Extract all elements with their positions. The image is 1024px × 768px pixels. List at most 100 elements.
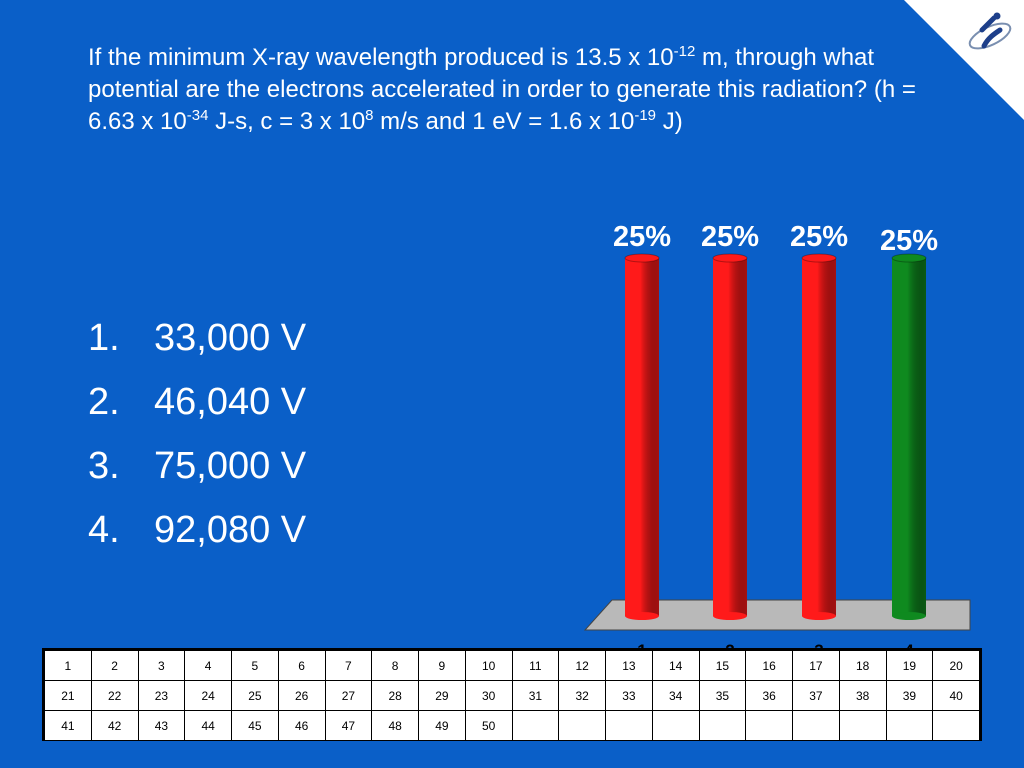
answer-number: 3. (88, 445, 120, 487)
keypad-cell (932, 710, 980, 741)
keypad-cell: 37 (792, 680, 840, 711)
keypad-cell: 16 (745, 650, 793, 681)
keypad-cell: 43 (137, 710, 186, 741)
keypad-cell: 6 (277, 650, 326, 681)
keypad-cell: 50 (464, 710, 513, 741)
keypad-cell: 40 (932, 680, 980, 711)
exponent: -12 (673, 43, 696, 60)
keypad-cell (745, 710, 793, 741)
keypad-cell: 33 (605, 680, 653, 711)
bar-base (892, 612, 926, 620)
exponent: 8 (365, 107, 374, 124)
bar-base (802, 612, 836, 620)
exponent: -34 (186, 107, 209, 124)
answer-list: 1. 33,000 V 2. 46,040 V 3. 75,000 V 4. 92,080 V (88, 306, 306, 562)
keypad-cell: 4 (184, 650, 232, 681)
keypad-cell (651, 710, 700, 741)
chart-floor (583, 599, 971, 631)
bar-3 (801, 253, 837, 620)
keypad-cell (558, 710, 606, 741)
keypad-cell: 18 (838, 650, 887, 681)
bar-1 (624, 253, 660, 620)
question-fragment: If the minimum X-ray wavelength produced… (88, 44, 674, 71)
keypad-cell: 9 (418, 650, 466, 681)
keypad-cell: 30 (464, 680, 513, 711)
keypad-cell: 32 (558, 680, 606, 711)
bar-base (713, 612, 747, 620)
keypad-row: 41 42 43 44 45 46 47 48 49 50 (44, 710, 980, 741)
question-fragment: m, through what potential are the electr… (88, 44, 916, 135)
question-fragment: J) (656, 108, 683, 135)
keypad-cell: 5 (231, 650, 279, 681)
data-label: 25% (790, 221, 848, 253)
keypad-cell: 49 (418, 710, 466, 741)
keypad-cell: 39 (885, 680, 934, 711)
keypad-cell: 23 (137, 680, 186, 711)
keypad-cell: 41 (44, 710, 92, 741)
answer-text: 46,040 V (154, 381, 307, 423)
answer-text: 92,080 V (154, 509, 307, 551)
bar-shade (802, 258, 836, 616)
keypad-row: 1 2 3 4 5 6 7 8 9 10 11 12 13 14 15 16 17 18 19 20 (44, 650, 980, 681)
question-fragment: J-s, c = 3 x 10 (208, 108, 366, 135)
keypad-cell: 21 (44, 680, 92, 711)
keypad-cell: 10 (464, 650, 513, 681)
keypad-cell: 31 (511, 680, 560, 711)
keypad-cell: 19 (885, 650, 934, 681)
keypad-cell: 44 (184, 710, 232, 741)
answer-option: 2. 46,040 V (88, 370, 306, 434)
keypad-grid: 1 2 3 4 5 6 7 8 9 10 11 12 13 14 15 16 17 18 19 20 21 22 23 24 2… (42, 648, 982, 741)
keypad-cell: 46 (277, 710, 326, 741)
keypad-cell: 8 (371, 650, 419, 681)
exponent: -19 (634, 107, 657, 124)
keypad-cell (792, 710, 840, 741)
keypad-cell: 20 (932, 650, 980, 681)
bar-shade (625, 258, 659, 616)
keypad-cell: 29 (418, 680, 466, 711)
answer-number: 1. (88, 317, 120, 359)
bar-2 (712, 253, 748, 620)
keypad-cell: 1 (44, 650, 92, 681)
turning-point-logo-icon (968, 12, 1012, 50)
keypad-cell: 3 (137, 650, 186, 681)
keypad-cell (511, 710, 560, 741)
answer-text: 75,000 V (154, 445, 307, 487)
bar-cap (712, 253, 748, 263)
data-label: 25% (613, 221, 671, 253)
data-label: 25% (880, 225, 938, 257)
keypad-row: 21 22 23 24 25 26 27 28 29 30 31 32 33 34 35 36 37 38 39 40 (44, 680, 980, 711)
keypad-cell: 22 (90, 680, 139, 711)
keypad-cell (885, 710, 934, 741)
answer-text: 33,000 V (154, 317, 307, 359)
answer-number: 4. (88, 509, 120, 551)
keypad-cell: 34 (651, 680, 700, 711)
question-fragment: m/s and 1 eV = 1.6 x 10 (373, 108, 635, 135)
keypad-cell: 42 (90, 710, 139, 741)
keypad-cell: 47 (324, 710, 373, 741)
bar-cap (891, 253, 927, 263)
data-label: 25% (701, 221, 759, 253)
keypad-cell: 12 (558, 650, 606, 681)
bar-4 (891, 253, 927, 620)
keypad-cell (838, 710, 887, 741)
answer-number: 2. (88, 381, 120, 423)
keypad-cell: 13 (605, 650, 653, 681)
keypad-cell: 2 (90, 650, 139, 681)
answer-option: 1. 33,000 V (88, 306, 306, 370)
corner-triangle (904, 0, 1024, 120)
keypad-cell: 11 (511, 650, 560, 681)
bar-shade (892, 258, 926, 616)
keypad-cell: 48 (371, 710, 419, 741)
keypad-cell: 38 (838, 680, 887, 711)
bar-shade (713, 258, 747, 616)
answer-option: 3. 75,000 V (88, 434, 306, 498)
keypad-cell: 27 (324, 680, 373, 711)
keypad-cell: 24 (184, 680, 232, 711)
keypad-cell: 15 (698, 650, 747, 681)
keypad-cell (698, 710, 747, 741)
keypad-cell: 28 (371, 680, 419, 711)
keypad-cell: 17 (792, 650, 840, 681)
keypad-cell: 36 (745, 680, 793, 711)
keypad-cell: 26 (277, 680, 326, 711)
keypad-cell: 45 (231, 710, 279, 741)
